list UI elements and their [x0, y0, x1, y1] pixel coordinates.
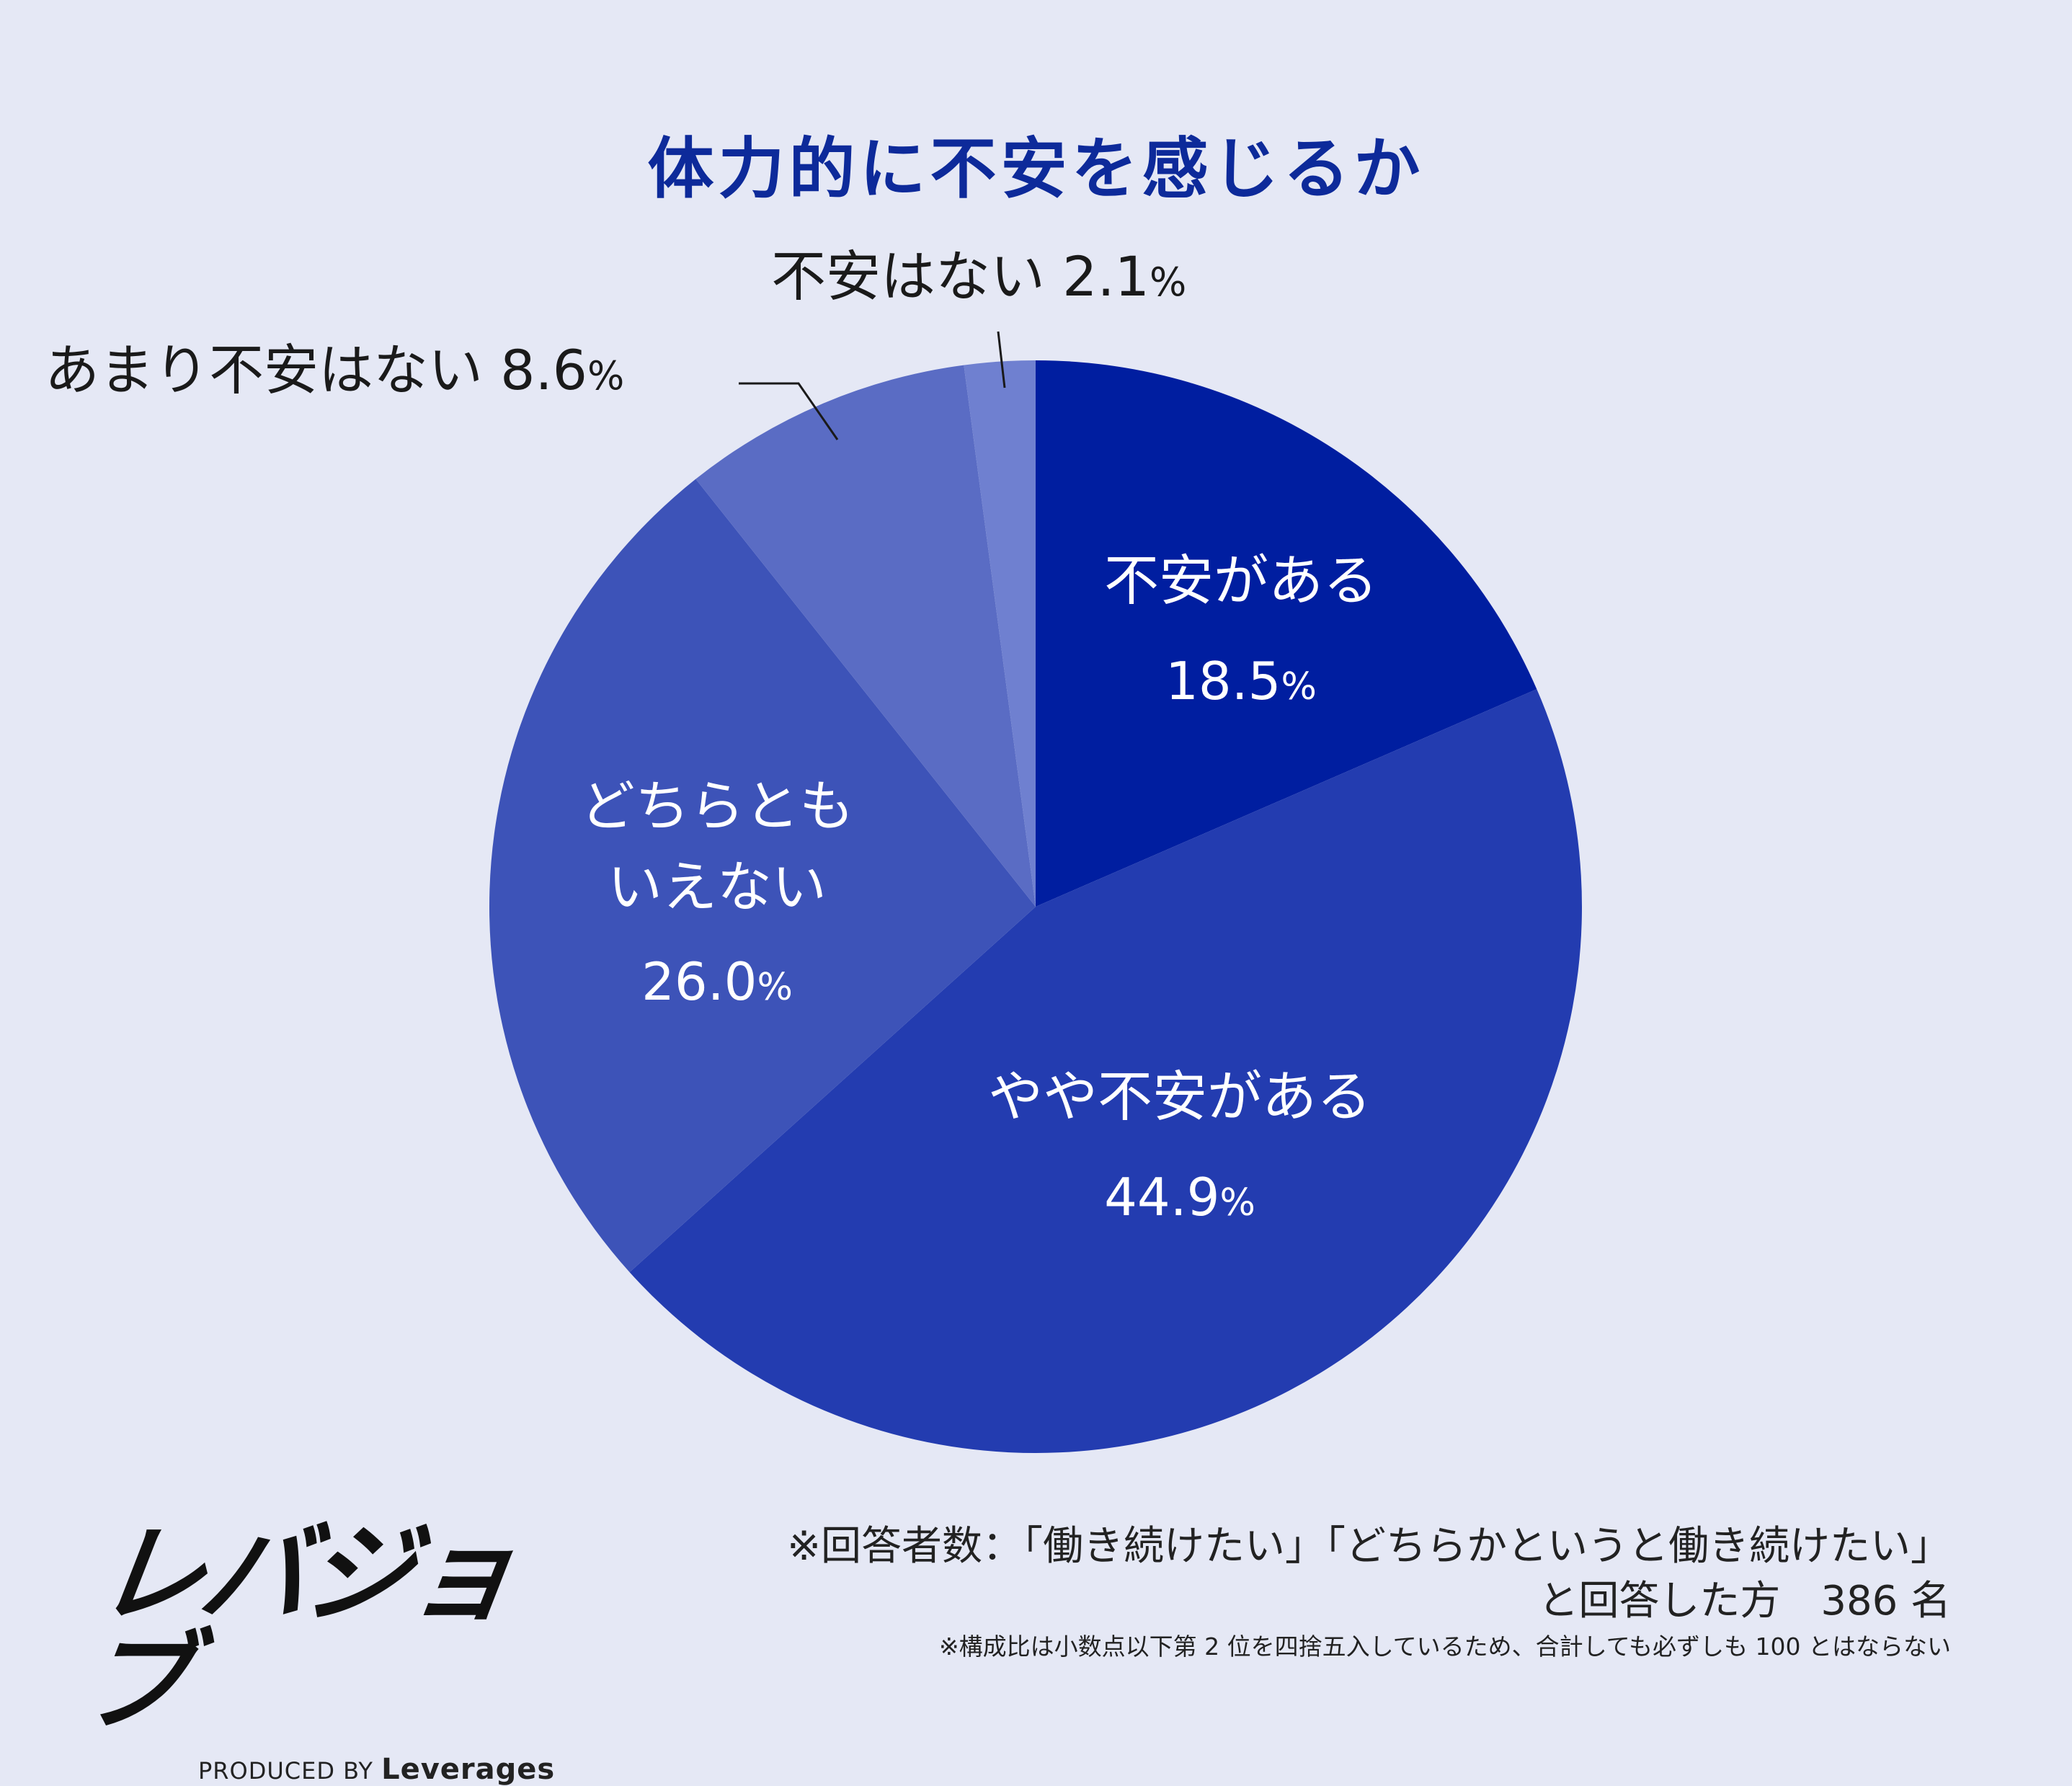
slice-value-0: 18.5%	[1165, 651, 1317, 711]
leader-line-3	[739, 382, 839, 440]
slice-label-1: やや不安がある 44.9%	[988, 1065, 1371, 1227]
pie-slice-2	[489, 479, 1036, 1273]
rounding-note: ※構成比は小数点以下第 2 位を四捨五入しているため、合計しても必ずしも 100…	[939, 1632, 1951, 1661]
outside-label-text-3: あまり不安はない 8.6%	[45, 338, 624, 402]
produced-by: PRODUCED BY Leverages	[198, 1753, 554, 1786]
slice-label-text-2-1: いえない	[608, 855, 827, 919]
pie-slice-1	[629, 689, 1582, 1454]
slice-label-text-0-0: 不安がある	[1104, 548, 1378, 613]
slice-label-text-1-0: やや不安がある	[988, 1065, 1371, 1129]
slice-label-0: 不安がある 18.5%	[1104, 548, 1378, 711]
outside-label-4: 不安はない 2.1%	[771, 244, 1186, 388]
slice-value-1: 44.9%	[1104, 1167, 1255, 1227]
outside-label-3: あまり不安はない 8.6%	[45, 338, 839, 440]
produced-by-text: PRODUCED BY	[198, 1757, 373, 1785]
brand-logo: レバジョブ PRODUCED BY Leverages	[74, 1512, 554, 1786]
respondents-note-line1: ※回答者数：「働き続けたい」「どちらかというと働き続けたい」	[787, 1523, 1951, 1570]
footnotes: ※回答者数：「働き続けたい」「どちらかというと働き続けたい」 と回答した方 38…	[787, 1519, 1951, 1665]
respondents-note-line2: と回答した方 386 名	[1538, 1578, 1951, 1625]
pie-slice-4	[964, 360, 1036, 907]
logo-text: レバジョブ	[74, 1512, 522, 1746]
slice-value-2: 26.0%	[641, 951, 793, 1012]
outside-label-text-4: 不安はない 2.1%	[771, 244, 1186, 308]
leader-line-4	[997, 331, 1006, 388]
pie-slice-0	[1036, 360, 1537, 907]
brand-name: Leverages	[381, 1753, 556, 1786]
pie-slice-3	[695, 365, 1036, 907]
chart-title: 体力的に不安を感じるか	[647, 130, 1425, 208]
slice-label-text-2-0: どちらとも	[580, 774, 854, 838]
